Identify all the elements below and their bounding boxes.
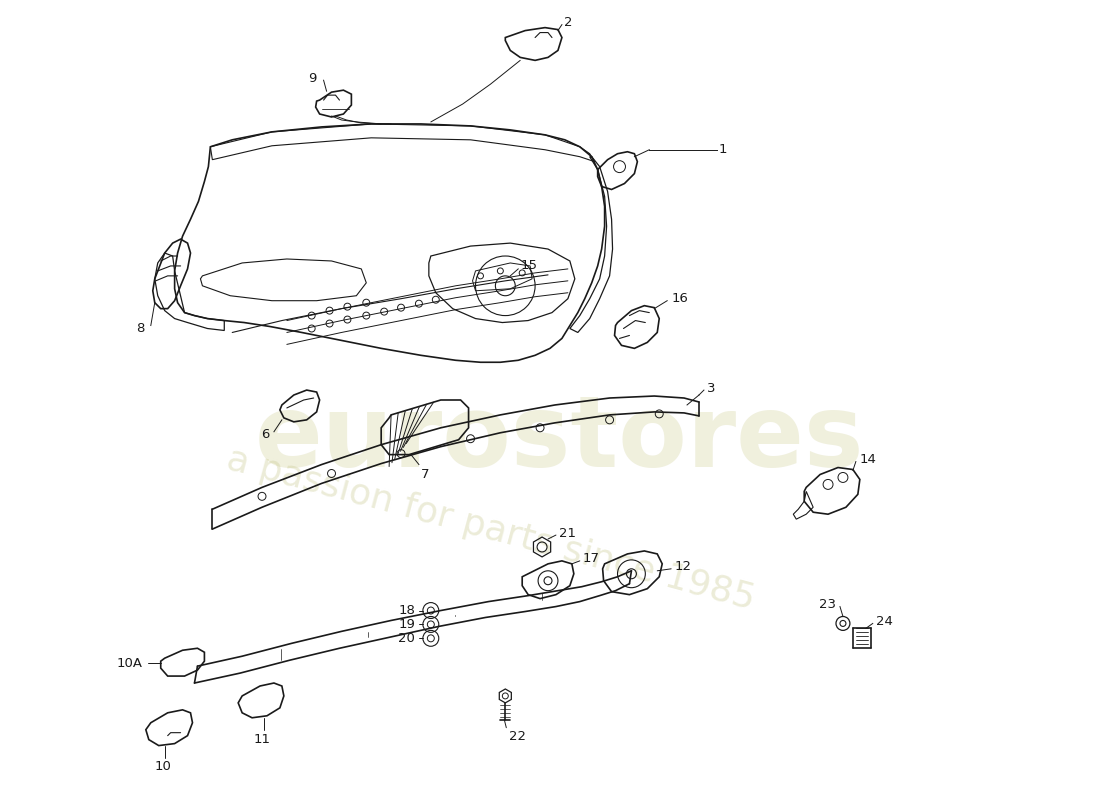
Text: 23: 23: [820, 598, 836, 611]
Text: 11: 11: [253, 733, 271, 746]
Text: 22: 22: [509, 730, 526, 742]
Text: 14: 14: [860, 453, 877, 466]
Text: 8: 8: [136, 322, 145, 335]
Text: 18: 18: [398, 604, 415, 617]
Text: 2: 2: [564, 16, 572, 29]
Text: 6: 6: [262, 428, 270, 442]
Text: 20: 20: [398, 632, 415, 645]
Text: 21: 21: [559, 526, 576, 539]
Text: 1: 1: [718, 143, 727, 156]
Text: 19: 19: [398, 618, 415, 631]
Text: 17: 17: [583, 552, 600, 566]
Text: eurostores: eurostores: [255, 391, 865, 488]
Text: a passion for parts since 1985: a passion for parts since 1985: [222, 442, 758, 616]
Text: 15: 15: [520, 259, 537, 273]
Text: 10A: 10A: [117, 657, 143, 670]
Text: 24: 24: [876, 615, 892, 628]
Text: 7: 7: [421, 467, 429, 481]
Text: 9: 9: [308, 72, 317, 85]
Text: 12: 12: [674, 560, 691, 574]
Text: 10: 10: [154, 761, 172, 774]
Text: 3: 3: [707, 382, 715, 394]
Text: 16: 16: [671, 292, 688, 306]
